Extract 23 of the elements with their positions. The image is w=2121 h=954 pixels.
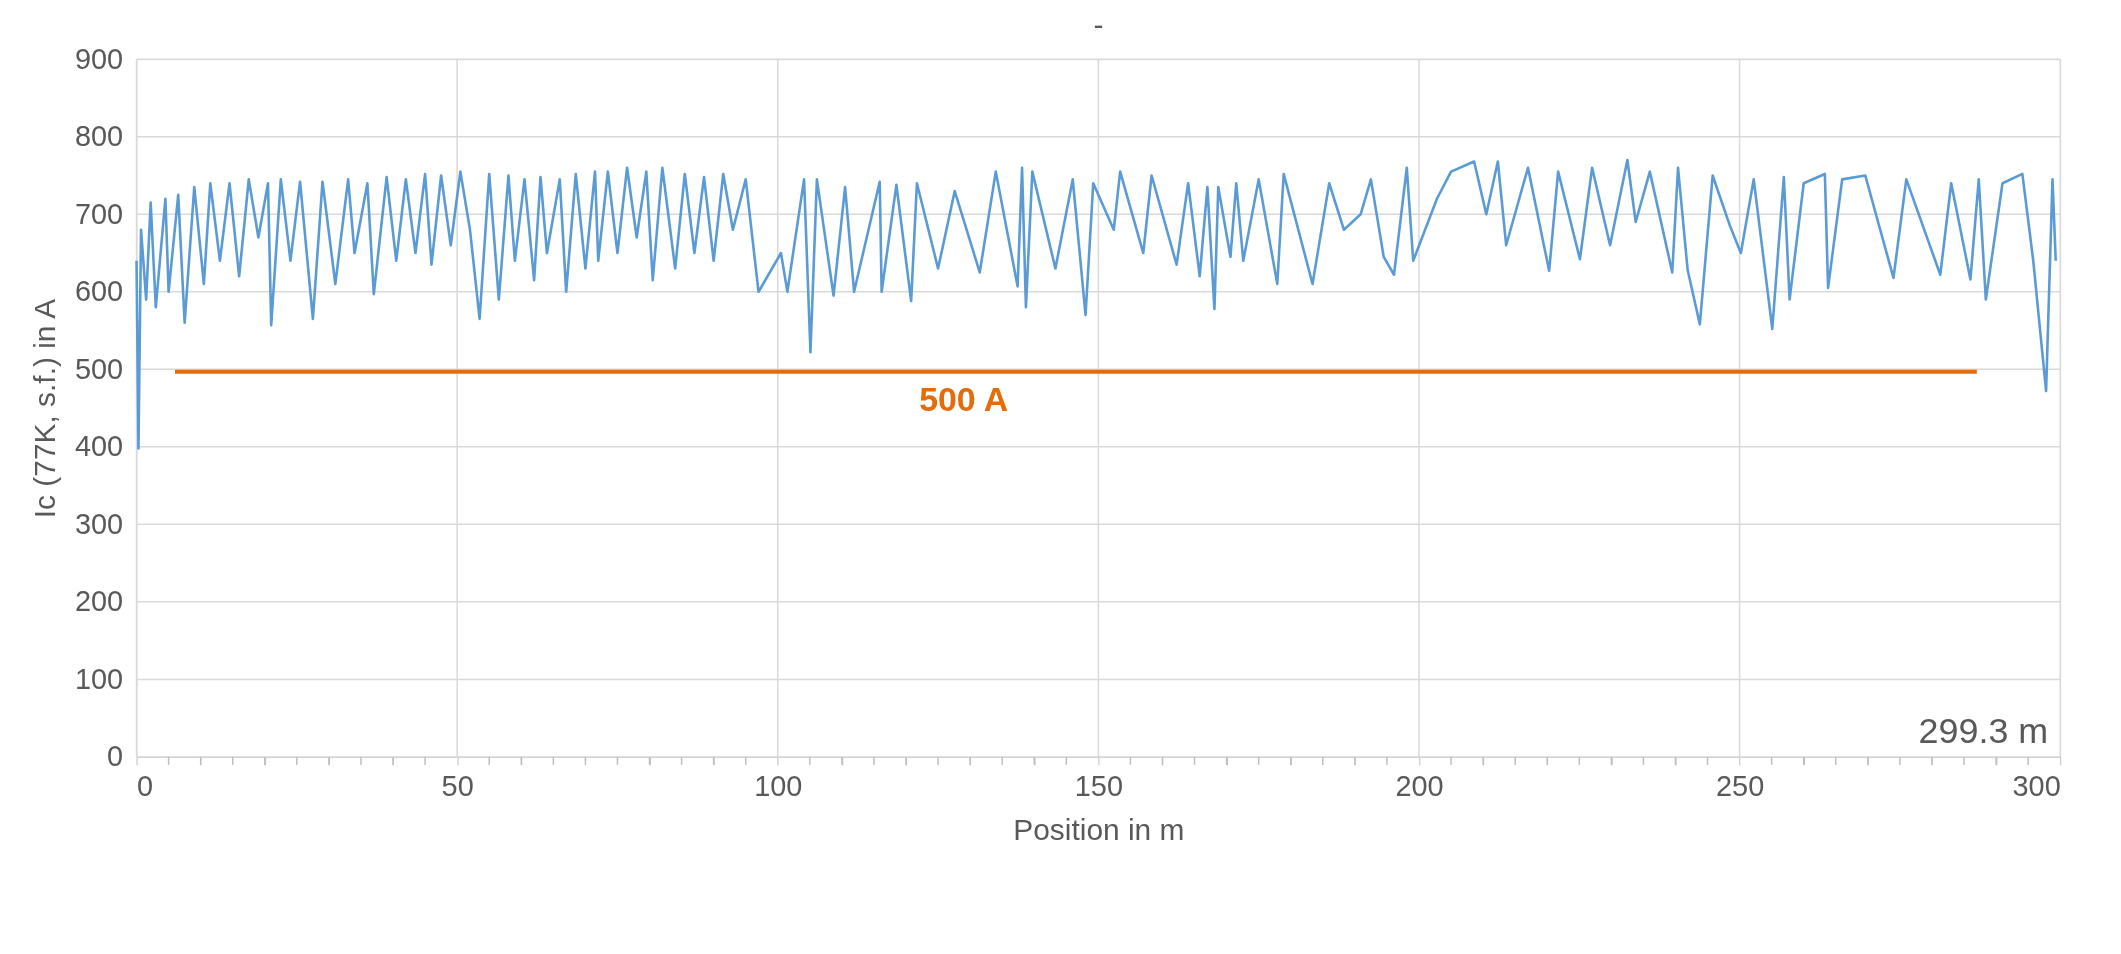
x-tick-label: 150 [1074,770,1123,803]
y-tick-label: 200 [74,585,124,618]
x-tick-label: 100 [754,770,803,803]
y-tick-label: 500 [74,352,124,385]
x-tick-label: 300 [2012,770,2061,803]
y-tick-label: 600 [74,275,124,308]
y-axis-title: Ic (77K, s.f.) in A [27,298,61,519]
annotation: 500 A [919,380,1009,419]
y-tick-label: 800 [74,120,124,153]
y-tick-label: 900 [74,42,124,75]
x-tick-label: 200 [1395,770,1444,803]
x-tick-label: 50 [441,770,474,803]
chart-title: - [1093,8,1104,42]
y-tick-label: 300 [74,507,124,540]
line-series [135,158,2058,450]
y-tick-label: 700 [74,197,124,230]
y-tick-label: 100 [74,662,124,695]
y-tick-label: 0 [107,740,124,773]
x-tick-label: 250 [1715,770,1765,803]
x-axis-title: Position in m [1013,813,1185,847]
annotation: 299.3 m [1918,710,2049,751]
x-tick-label: 0 [137,770,154,803]
y-tick-label: 400 [74,430,124,463]
